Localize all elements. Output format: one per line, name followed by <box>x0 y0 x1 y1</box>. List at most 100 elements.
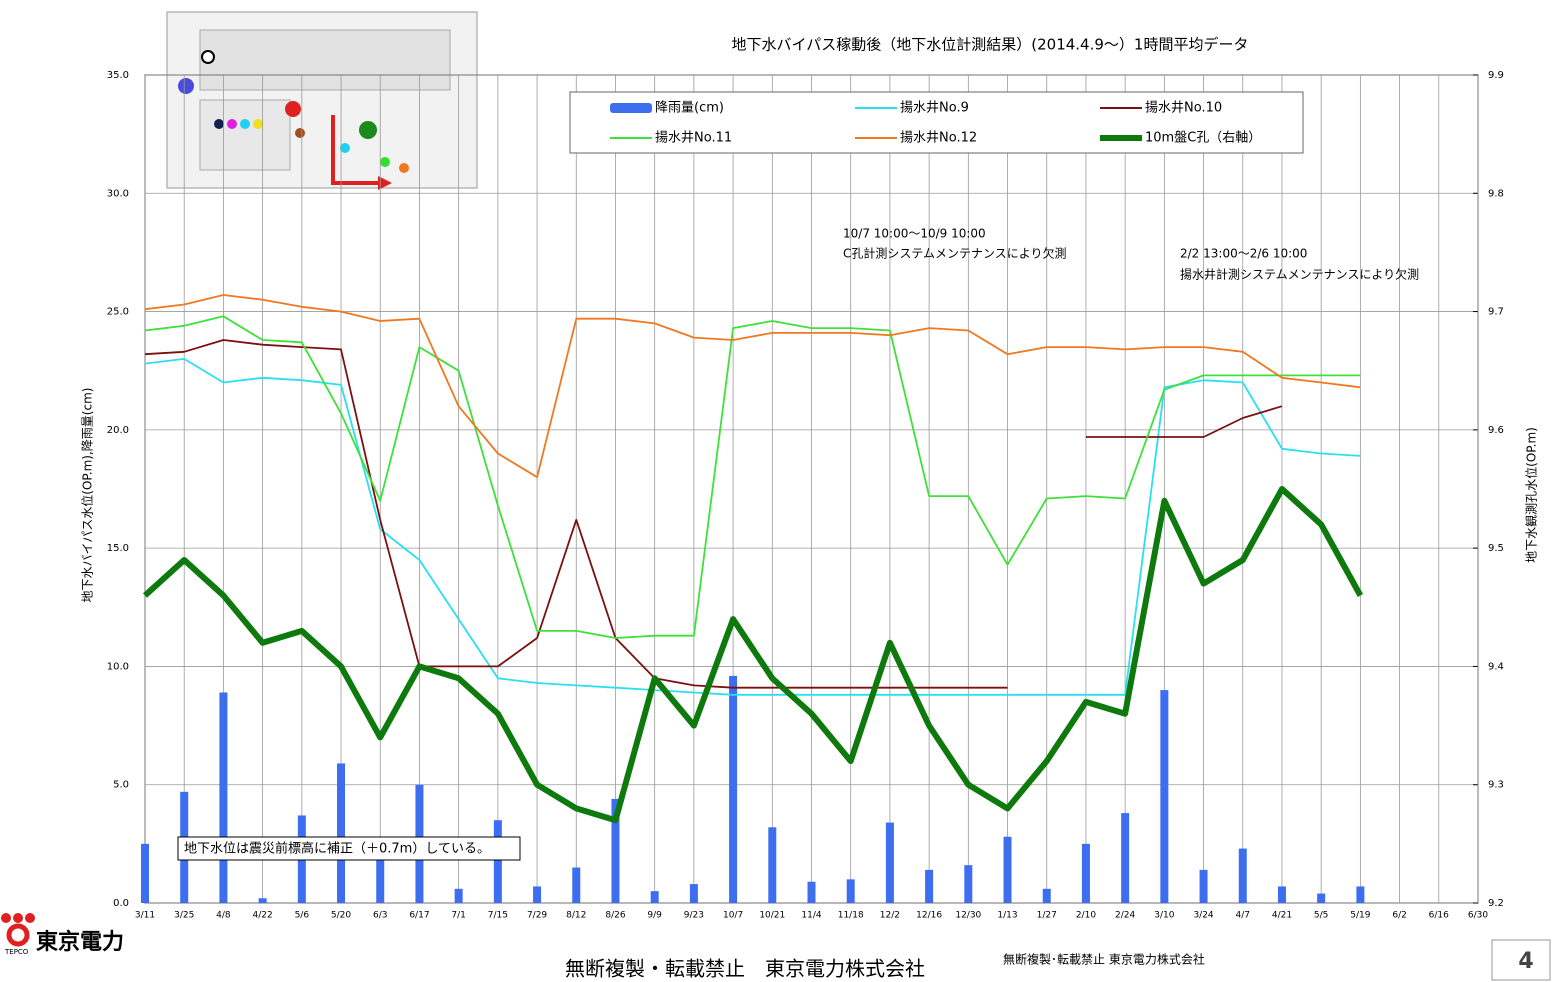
y2-tick-label: 9.6 <box>1488 425 1504 436</box>
rain-bar <box>141 843 149 903</box>
rain-bar <box>1317 893 1326 903</box>
x-tick-label: 12/30 <box>955 911 981 921</box>
rain-bar <box>572 867 581 903</box>
y2-tick-label: 9.2 <box>1488 898 1504 909</box>
copyright: 無断複製・転載禁止 東京電力株式会社 <box>565 957 925 981</box>
legend-label: 降雨量(cm) <box>655 101 724 116</box>
site-map <box>166 11 478 190</box>
y2-tick-label: 9.3 <box>1488 780 1504 791</box>
rain-bar <box>337 763 346 903</box>
series-line <box>144 339 1283 689</box>
note-box <box>177 836 521 861</box>
rain-bar <box>689 884 698 903</box>
rain-bar <box>1003 836 1012 903</box>
x-tick-label: 12/16 <box>916 911 942 921</box>
y-tick-label: 0.0 <box>113 898 129 909</box>
x-tick-label: 7/29 <box>527 911 547 921</box>
legend <box>569 91 1304 154</box>
marks <box>141 294 1365 903</box>
rain-bar <box>729 675 738 903</box>
y-axis-label: 地下水バイパス水位(OP.m),降雨量(cm) <box>80 388 95 603</box>
rain-bar <box>925 869 934 903</box>
rain-bar <box>964 865 973 903</box>
logo-text: TEPCO <box>4 948 29 956</box>
legend-label: 10m盤C孔（右軸） <box>1145 131 1261 146</box>
rain-bar <box>1277 886 1286 903</box>
page-number: 4 <box>1518 949 1533 974</box>
y-tick-label: 20.0 <box>107 425 129 436</box>
x-tick-label: 3/24 <box>1193 911 1213 921</box>
y-tick-label: 10.0 <box>107 661 129 672</box>
x-tick-label: 7/15 <box>488 911 508 921</box>
grid: 0.0 5.0 10.0 15.0 20.0 25.0 30.0 35.0 9.2 9.3 9.4 9… <box>107 70 1504 921</box>
rain-bar <box>650 891 659 903</box>
y2-tick-label: 9.5 <box>1488 543 1504 554</box>
x-tick-label: 3/25 <box>174 911 194 921</box>
company: 東京電力 <box>36 929 124 955</box>
logo <box>1 913 35 947</box>
rain-bar <box>885 822 894 903</box>
series-line <box>142 486 1364 824</box>
rain-bar <box>493 820 502 903</box>
legend-label: 揚水井No.9 <box>900 100 969 116</box>
annotation: 2/2 13:00〜2/6 10:00 <box>1180 247 1307 261</box>
rain-bar <box>1160 690 1169 903</box>
y2-tick-label: 9.9 <box>1488 70 1504 81</box>
rain-bar <box>1199 869 1208 903</box>
x-tick-label: 9/9 <box>647 911 662 921</box>
y-tick-label: 25.0 <box>107 307 129 318</box>
rain-bar <box>768 827 777 903</box>
x-tick-label: 1/27 <box>1037 911 1057 921</box>
x-tick-label: 4/21 <box>1272 911 1292 921</box>
x-tick-label: 10/7 <box>723 911 743 921</box>
annotation: 10/7 10:00〜10/9 10:00 <box>843 227 986 241</box>
legend-label: 揚水井No.10 <box>1145 100 1222 116</box>
x-tick-label: 4/8 <box>216 911 231 921</box>
x-tick-label: 5/5 <box>1314 911 1328 921</box>
rain-bar <box>846 879 855 903</box>
y-tick-label: 35.0 <box>107 70 129 81</box>
x-tick-label: 3/11 <box>135 911 155 921</box>
x-tick-label: 6/16 <box>1429 911 1449 921</box>
x-tick-label: 11/18 <box>838 911 864 921</box>
y-tick-label: 30.0 <box>107 188 129 199</box>
rain-bar <box>1238 848 1247 903</box>
x-tick-label: 7/1 <box>451 911 465 921</box>
x-tick-label: 6/17 <box>409 911 429 921</box>
rain-bar <box>219 692 228 903</box>
legend-swatch <box>610 103 652 113</box>
series-line <box>144 358 1361 696</box>
note: 地下水位は震災前標高に補正（＋0.7m）している。 <box>184 841 490 857</box>
rain-bar <box>454 888 463 903</box>
copyright-small: 無断複製･転載禁止 東京電力株式会社 <box>1003 952 1205 967</box>
series-line <box>144 294 1361 479</box>
x-tick-label: 5/20 <box>331 911 351 921</box>
legend-label: 揚水井No.11 <box>655 130 732 146</box>
x-tick-label: 9/23 <box>684 911 704 921</box>
x-tick-label: 12/2 <box>880 911 900 921</box>
rain-bar <box>376 843 385 903</box>
x-tick-label: 8/12 <box>566 911 586 921</box>
x-tick-label: 2/10 <box>1076 911 1096 921</box>
rain-bar <box>533 886 542 903</box>
rain-bar <box>807 881 816 903</box>
x-tick-label: 6/3 <box>373 911 387 921</box>
rain-bar <box>1081 843 1090 903</box>
rain-bar <box>258 898 267 903</box>
y2-axis-label: 地下水観測孔水位(OP.m) <box>1524 427 1539 563</box>
x-tick-label: 5/19 <box>1350 911 1370 921</box>
x-tick-label: 4/7 <box>1236 911 1250 921</box>
x-tick-label: 8/26 <box>605 911 625 921</box>
annotation: 揚水井計測システムメンテナンスにより欠測 <box>1180 267 1419 282</box>
rain-bar <box>1121 813 1130 903</box>
x-tick-label: 5/6 <box>295 911 310 921</box>
y2-tick-label: 9.8 <box>1488 188 1504 199</box>
x-tick-label: 4/22 <box>253 911 273 921</box>
x-tick-label: 3/10 <box>1154 911 1174 921</box>
y-tick-label: 5.0 <box>113 780 129 791</box>
x-tick-label: 1/13 <box>997 911 1017 921</box>
legend-label: 揚水井No.12 <box>900 130 977 146</box>
series-line <box>144 315 1361 639</box>
